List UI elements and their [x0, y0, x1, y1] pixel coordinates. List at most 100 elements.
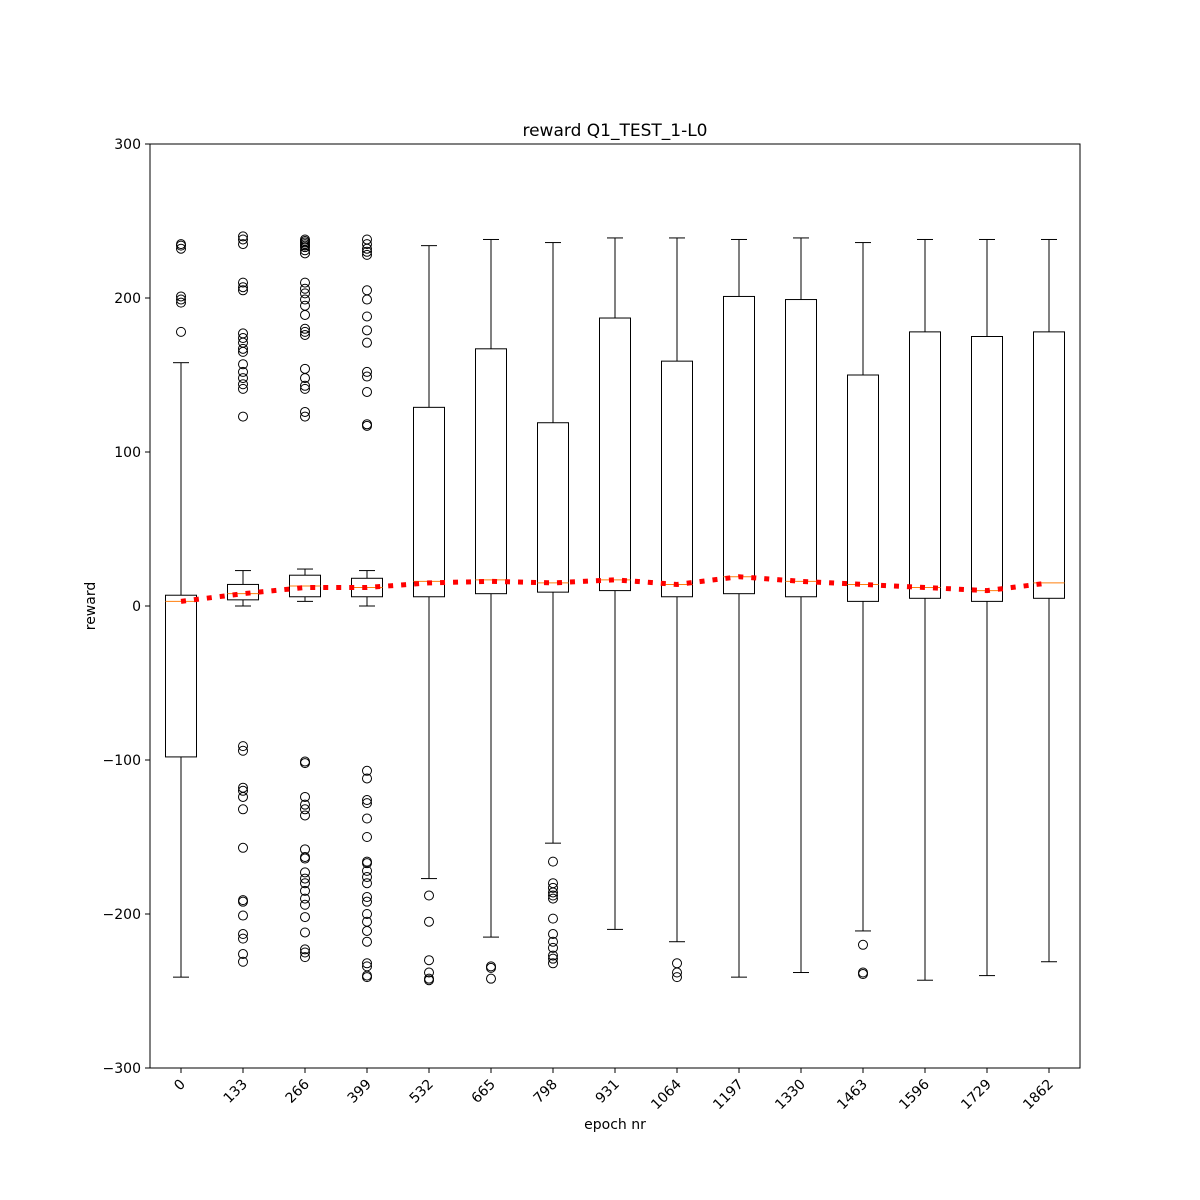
- outlier-point: [362, 958, 372, 969]
- outlier-point: [672, 972, 682, 983]
- outlier-point: [300, 799, 310, 810]
- outlier-point: [362, 858, 372, 869]
- outlier-point: [300, 944, 310, 955]
- outlier-point: [300, 283, 310, 294]
- outlier-point: [300, 288, 310, 299]
- y-axis-label: reward: [83, 582, 99, 631]
- outlier-point: [362, 925, 372, 936]
- outlier-point: [238, 804, 248, 815]
- outlier-point: [300, 791, 310, 802]
- x-axis-label: epoch nr: [584, 1117, 646, 1133]
- y-tick-label: −300: [103, 1061, 141, 1077]
- outlier-point: [362, 878, 372, 889]
- outlier-point: [300, 853, 310, 864]
- box-group: [475, 238, 507, 984]
- outlier-point: [548, 958, 558, 969]
- outlier-point: [238, 239, 248, 250]
- y-tick-label: 300: [114, 137, 141, 153]
- outlier-point: [548, 893, 558, 904]
- box-group: [785, 237, 817, 974]
- outlier-point: [300, 406, 310, 417]
- plot-content: [165, 231, 1065, 986]
- outlier-point: [424, 975, 434, 986]
- outlier-point: [300, 411, 310, 422]
- outlier-point: [548, 913, 558, 924]
- box-iqr: [599, 317, 631, 592]
- outlier-point: [238, 791, 248, 802]
- outlier-point: [300, 885, 310, 896]
- outlier-point: [238, 359, 248, 370]
- box-iqr: [723, 295, 755, 595]
- outlier-point: [300, 810, 310, 821]
- box-group: [847, 242, 879, 980]
- outlier-point: [362, 337, 372, 348]
- outlier-point: [300, 893, 310, 904]
- outlier-point: [548, 890, 558, 901]
- outlier-point: [300, 899, 310, 910]
- outlier-point: [176, 291, 186, 302]
- outlier-point: [548, 936, 558, 947]
- outlier-point: [362, 285, 372, 296]
- outlier-point: [238, 929, 248, 940]
- outlier-point: [362, 865, 372, 876]
- box-iqr: [1033, 331, 1065, 599]
- box-group: [909, 238, 941, 981]
- outlier-point: [300, 912, 310, 923]
- outlier-point: [300, 326, 310, 337]
- outlier-point: [362, 795, 372, 806]
- box-iqr: [165, 594, 197, 758]
- outlier-point: [300, 927, 310, 938]
- outlier-point: [238, 285, 248, 296]
- outlier-point: [548, 929, 558, 940]
- y-tick-label: 100: [114, 445, 141, 461]
- outlier-point: [362, 239, 372, 250]
- mean-trend-line: [180, 574, 1050, 604]
- box-group: [165, 239, 197, 978]
- outlier-point: [238, 328, 248, 339]
- outlier-point: [362, 246, 372, 257]
- outlier-point: [238, 842, 248, 853]
- outlier-point: [176, 294, 186, 305]
- box-iqr: [785, 299, 817, 598]
- outlier-point: [362, 872, 372, 883]
- outlier-point: [300, 234, 310, 245]
- outlier-point: [238, 333, 248, 344]
- outlier-point: [238, 366, 248, 377]
- outlier-point: [362, 972, 372, 983]
- outlier-point: [362, 325, 372, 336]
- outlier-point: [300, 952, 310, 963]
- outlier-point: [300, 804, 310, 815]
- outlier-point: [362, 234, 372, 245]
- outlier-point: [362, 765, 372, 776]
- box-group: [227, 231, 259, 967]
- outlier-point: [548, 887, 558, 898]
- y-tick-label: 0: [132, 599, 141, 615]
- box-iqr: [971, 336, 1003, 602]
- outlier-point: [300, 878, 310, 889]
- outlier-point: [238, 896, 248, 907]
- outlier-point: [548, 953, 558, 964]
- outlier-point: [362, 371, 372, 382]
- outlier-point: [238, 745, 248, 756]
- outlier-point: [362, 419, 372, 430]
- outlier-point: [362, 832, 372, 842]
- outlier-point: [176, 297, 186, 308]
- box-group: [289, 234, 321, 963]
- box-iqr: [537, 422, 569, 593]
- outlier-point: [238, 343, 248, 354]
- outlier-point: [300, 277, 310, 288]
- outlier-point: [300, 873, 310, 884]
- outlier-point: [238, 949, 248, 960]
- outlier-point: [362, 249, 372, 260]
- outlier-point: [176, 326, 186, 337]
- outlier-point: [362, 773, 372, 784]
- outlier-point: [486, 962, 496, 973]
- outlier-point: [238, 379, 248, 390]
- box-iqr: [909, 331, 941, 599]
- outlier-point: [362, 366, 372, 377]
- box-iqr: [413, 406, 445, 598]
- outlier-point: [858, 939, 868, 950]
- outlier-point: [238, 956, 248, 967]
